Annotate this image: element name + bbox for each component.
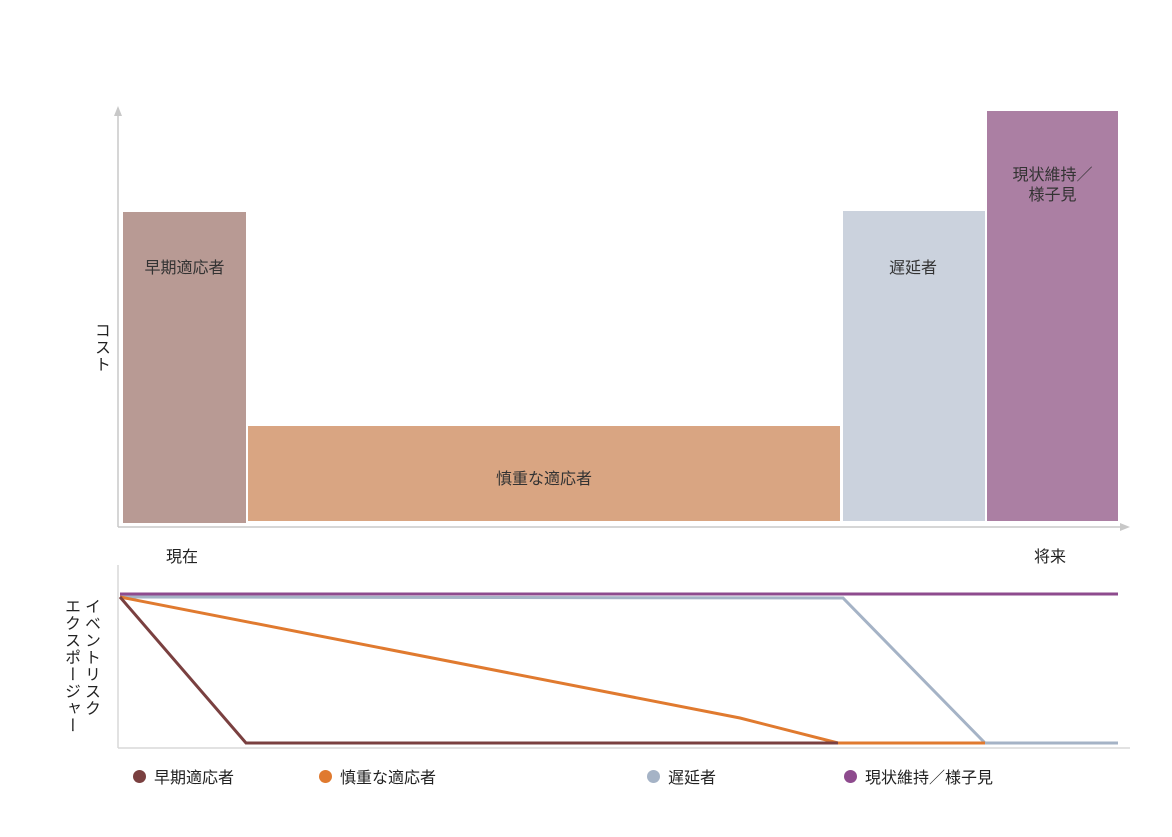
early-block: 早期適応者	[123, 212, 246, 523]
block-label: 早期適応者	[144, 258, 225, 277]
legend-dot	[844, 769, 857, 783]
block-label: 慎重な適応者	[495, 469, 592, 488]
legend-label: 慎重な適応者	[340, 768, 437, 787]
legend-dot	[133, 769, 146, 783]
early-line	[118, 596, 838, 745]
legend-item: 慎重な適応者	[319, 765, 436, 787]
legend-item: 現状維持／様子見	[844, 765, 993, 787]
x-start-label: 現在	[166, 547, 199, 566]
laggard-line	[119, 595, 1118, 745]
legend-item: 早期適応者	[133, 765, 234, 787]
legend-dot	[647, 769, 660, 783]
status-quo-block: 現状維持／様子見	[987, 111, 1118, 521]
cautious-line	[119, 595, 985, 745]
y-axis-arrow	[114, 106, 122, 116]
x-end-label: 将来	[1034, 547, 1067, 566]
legend-item: 遅延者	[647, 765, 716, 787]
legend-label: 早期適応者	[154, 768, 235, 787]
x-axis-arrow	[1120, 523, 1130, 531]
cautious-block: 慎重な適応者	[248, 426, 840, 521]
laggard-block: 遅延者	[843, 211, 985, 521]
legend-dot	[319, 769, 332, 783]
block-label: 現状維持／様子見	[1012, 165, 1093, 204]
legend-label: 現状維持／様子見	[865, 768, 994, 787]
y-axis-label: エクスポージャー	[62, 598, 81, 734]
legend-label: 遅延者	[668, 768, 717, 787]
block-label: 遅延者	[888, 258, 937, 277]
y-axis-label: コスト	[92, 322, 111, 373]
y-axis-label: イベントリスク	[82, 598, 101, 717]
